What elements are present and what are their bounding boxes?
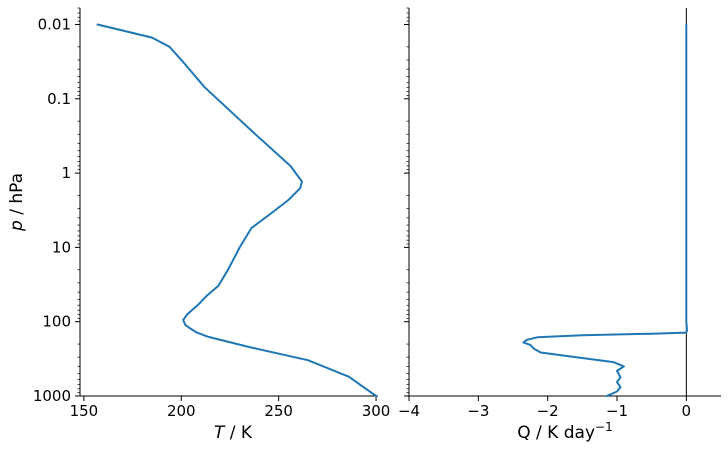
x-tick-label: 300 <box>362 402 391 420</box>
y-tick-label: 1 <box>61 164 71 182</box>
x-tick-label: −4 <box>398 402 420 420</box>
y-tick-label: 100 <box>42 313 71 331</box>
x-tick-label: −2 <box>537 402 559 420</box>
temperature-panel: 150 200 250 300 0.01 0.1 1 10 100 1000 T / K p /… <box>7 7 391 443</box>
x-axis-label: Q / K day−1 <box>517 420 612 443</box>
temperature-profile-line <box>96 23 378 397</box>
x-tick-label: −3 <box>467 402 489 420</box>
x-tick-label: 200 <box>167 402 196 420</box>
y-tick-label: 1000 <box>33 387 71 405</box>
y-tick-label: 0.01 <box>38 15 71 33</box>
y-tick-label: 10 <box>52 238 71 256</box>
x-tick-label: 150 <box>70 402 99 420</box>
x-axis-label: T / K <box>214 423 253 443</box>
x-tick-label: 250 <box>264 402 293 420</box>
y-axis-label: p / hPa <box>7 173 27 232</box>
x-tick-label: 0 <box>682 402 692 420</box>
heating-rate-profile-line <box>522 23 688 397</box>
x-tick-label: −1 <box>606 402 628 420</box>
heating-rate-panel: −4 −3 −2 −1 0 Q / K day−1 <box>398 7 721 443</box>
y-tick-label: 0.1 <box>47 90 71 108</box>
